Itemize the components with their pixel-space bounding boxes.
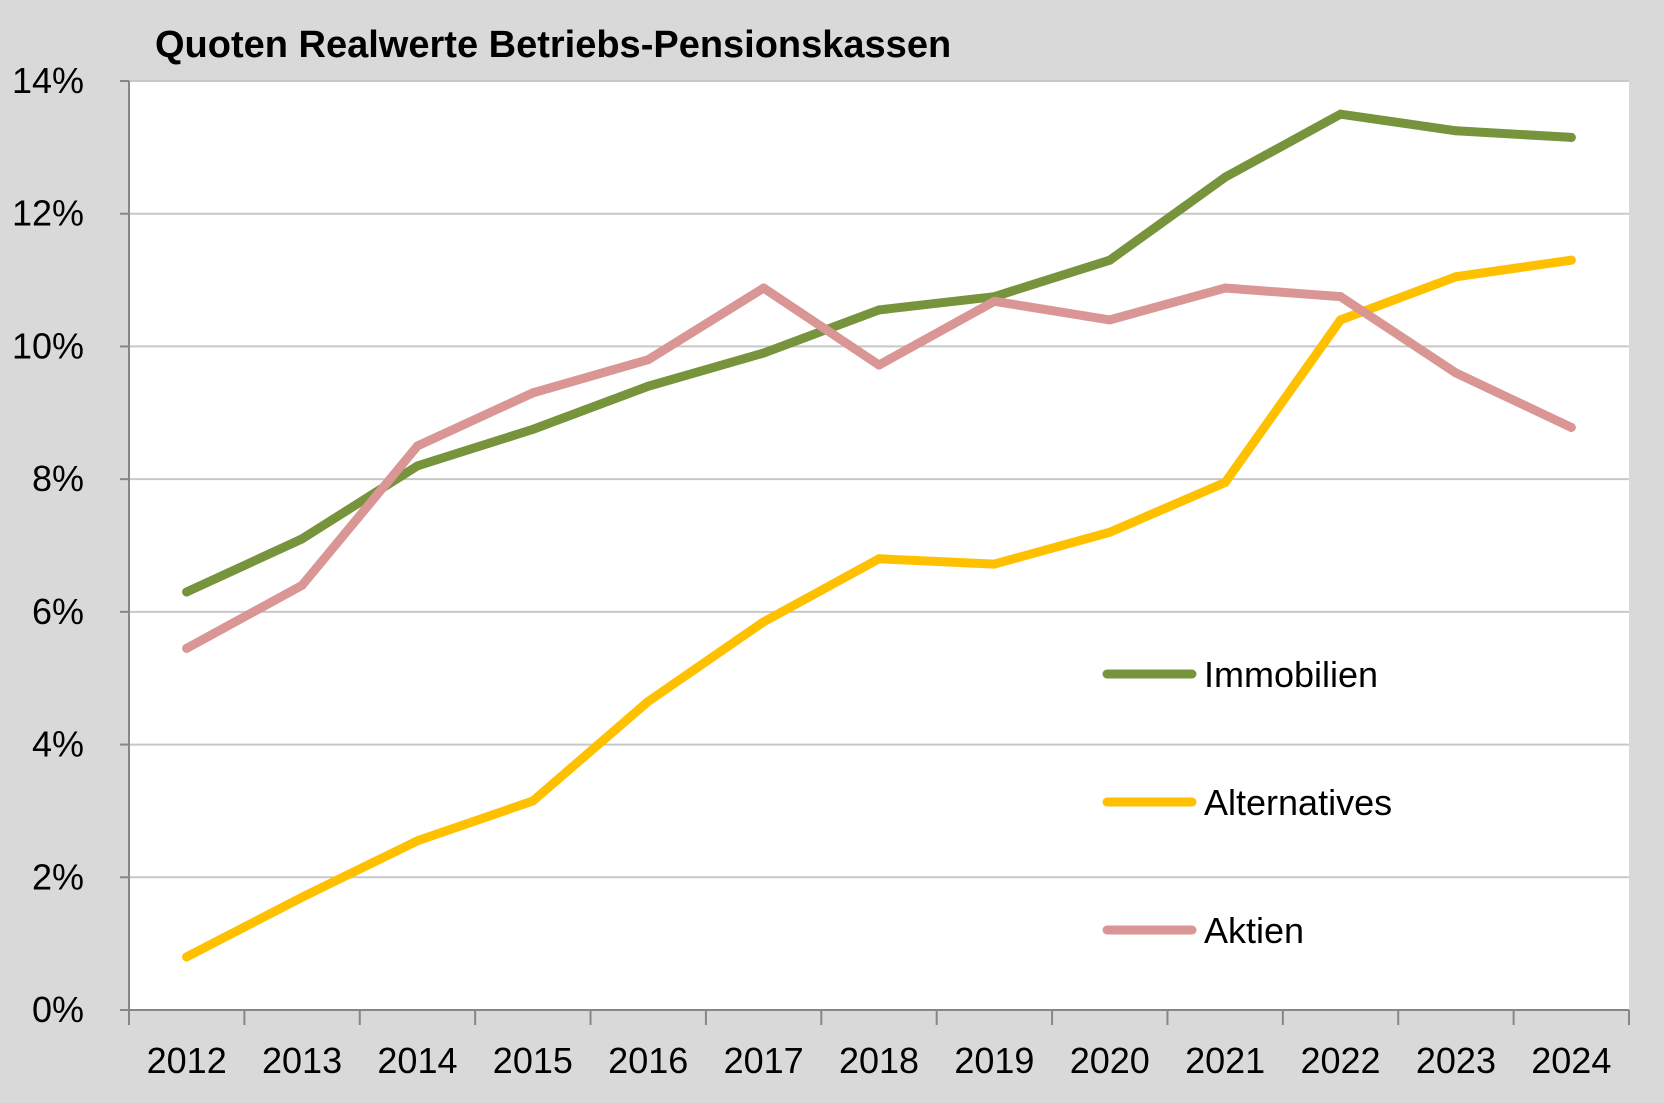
y-tick-label: 12% bbox=[12, 193, 84, 234]
data-point-immobilien bbox=[182, 587, 192, 597]
y-tick-label: 2% bbox=[32, 856, 84, 897]
legend-label-aktien: Aktien bbox=[1204, 910, 1304, 951]
data-point-alternatives bbox=[1451, 272, 1461, 282]
data-point-immobilien bbox=[874, 305, 884, 315]
gridlines bbox=[129, 80, 1629, 879]
legend: Immobilien Alternatives Aktien bbox=[1102, 654, 1392, 951]
x-tick-label: 2024 bbox=[1531, 1040, 1611, 1081]
data-point-immobilien bbox=[528, 424, 538, 434]
legend-label-alternatives: Alternatives bbox=[1204, 782, 1392, 823]
data-point-immobilien bbox=[759, 348, 769, 358]
data-point-alternatives bbox=[1105, 527, 1115, 537]
data-point-aktien bbox=[1220, 283, 1230, 293]
data-point-immobilien bbox=[1220, 172, 1230, 182]
data-point-alternatives bbox=[297, 892, 307, 902]
data-point-immobilien bbox=[1105, 255, 1115, 265]
x-tick-label: 2021 bbox=[1185, 1040, 1265, 1081]
y-axis-ticks: 0% 2% 4% 6% 8% 10% 12% 14% bbox=[12, 60, 84, 1030]
data-point-immobilien bbox=[1336, 109, 1346, 119]
x-tick-label: 2023 bbox=[1416, 1040, 1496, 1081]
data-point-immobilien bbox=[297, 534, 307, 544]
data-point-alternatives bbox=[874, 554, 884, 564]
data-point-immobilien bbox=[1566, 132, 1576, 142]
x-tick-label: 2019 bbox=[954, 1040, 1034, 1081]
data-point-aktien bbox=[1566, 422, 1576, 432]
x-tick-label: 2017 bbox=[724, 1040, 804, 1081]
data-point-alternatives bbox=[643, 696, 653, 706]
x-axis-ticks: 2012 2013 2014 2015 2016 2017 2018 2019 2020 2021… bbox=[147, 1040, 1612, 1081]
x-tick-label: 2016 bbox=[608, 1040, 688, 1081]
x-tick-label: 2018 bbox=[839, 1040, 919, 1081]
data-point-immobilien bbox=[1451, 126, 1461, 136]
data-point-aktien bbox=[874, 360, 884, 370]
data-point-alternatives bbox=[412, 836, 422, 846]
series-lines bbox=[182, 109, 1576, 962]
y-tick-label: 8% bbox=[32, 458, 84, 499]
data-point-aktien bbox=[1451, 368, 1461, 378]
y-tick-label: 4% bbox=[32, 724, 84, 765]
x-tick-label: 2014 bbox=[377, 1040, 457, 1081]
x-tick-label: 2022 bbox=[1300, 1040, 1380, 1081]
legend-label-immobilien: Immobilien bbox=[1204, 654, 1378, 695]
data-point-aktien bbox=[759, 283, 769, 293]
y-tick-label: 6% bbox=[32, 591, 84, 632]
data-point-aktien bbox=[989, 296, 999, 306]
x-tick-label: 2012 bbox=[147, 1040, 227, 1081]
chart-title: Quoten Realwerte Betriebs-Pensionskassen bbox=[155, 24, 951, 66]
data-point-alternatives bbox=[182, 952, 192, 962]
data-point-alternatives bbox=[1220, 477, 1230, 487]
data-point-alternatives bbox=[1336, 315, 1346, 325]
x-tick-label: 2013 bbox=[262, 1040, 342, 1081]
data-point-aktien bbox=[528, 388, 538, 398]
y-tick-label: 14% bbox=[12, 60, 84, 101]
y-tick-label: 0% bbox=[32, 989, 84, 1030]
data-point-alternatives bbox=[1566, 255, 1576, 265]
x-tick-label: 2020 bbox=[1070, 1040, 1150, 1081]
data-point-alternatives bbox=[989, 559, 999, 569]
axes bbox=[120, 80, 1630, 1025]
data-point-immobilien bbox=[643, 381, 653, 391]
data-point-aktien bbox=[1336, 292, 1346, 302]
data-point-aktien bbox=[182, 643, 192, 653]
data-point-aktien bbox=[297, 580, 307, 590]
data-point-alternatives bbox=[528, 796, 538, 806]
y-tick-label: 10% bbox=[12, 325, 84, 366]
data-point-immobilien bbox=[412, 461, 422, 471]
data-point-aktien bbox=[643, 355, 653, 365]
data-point-aktien bbox=[412, 441, 422, 451]
data-point-alternatives bbox=[759, 617, 769, 627]
x-tick-label: 2015 bbox=[493, 1040, 573, 1081]
data-point-aktien bbox=[1105, 315, 1115, 325]
